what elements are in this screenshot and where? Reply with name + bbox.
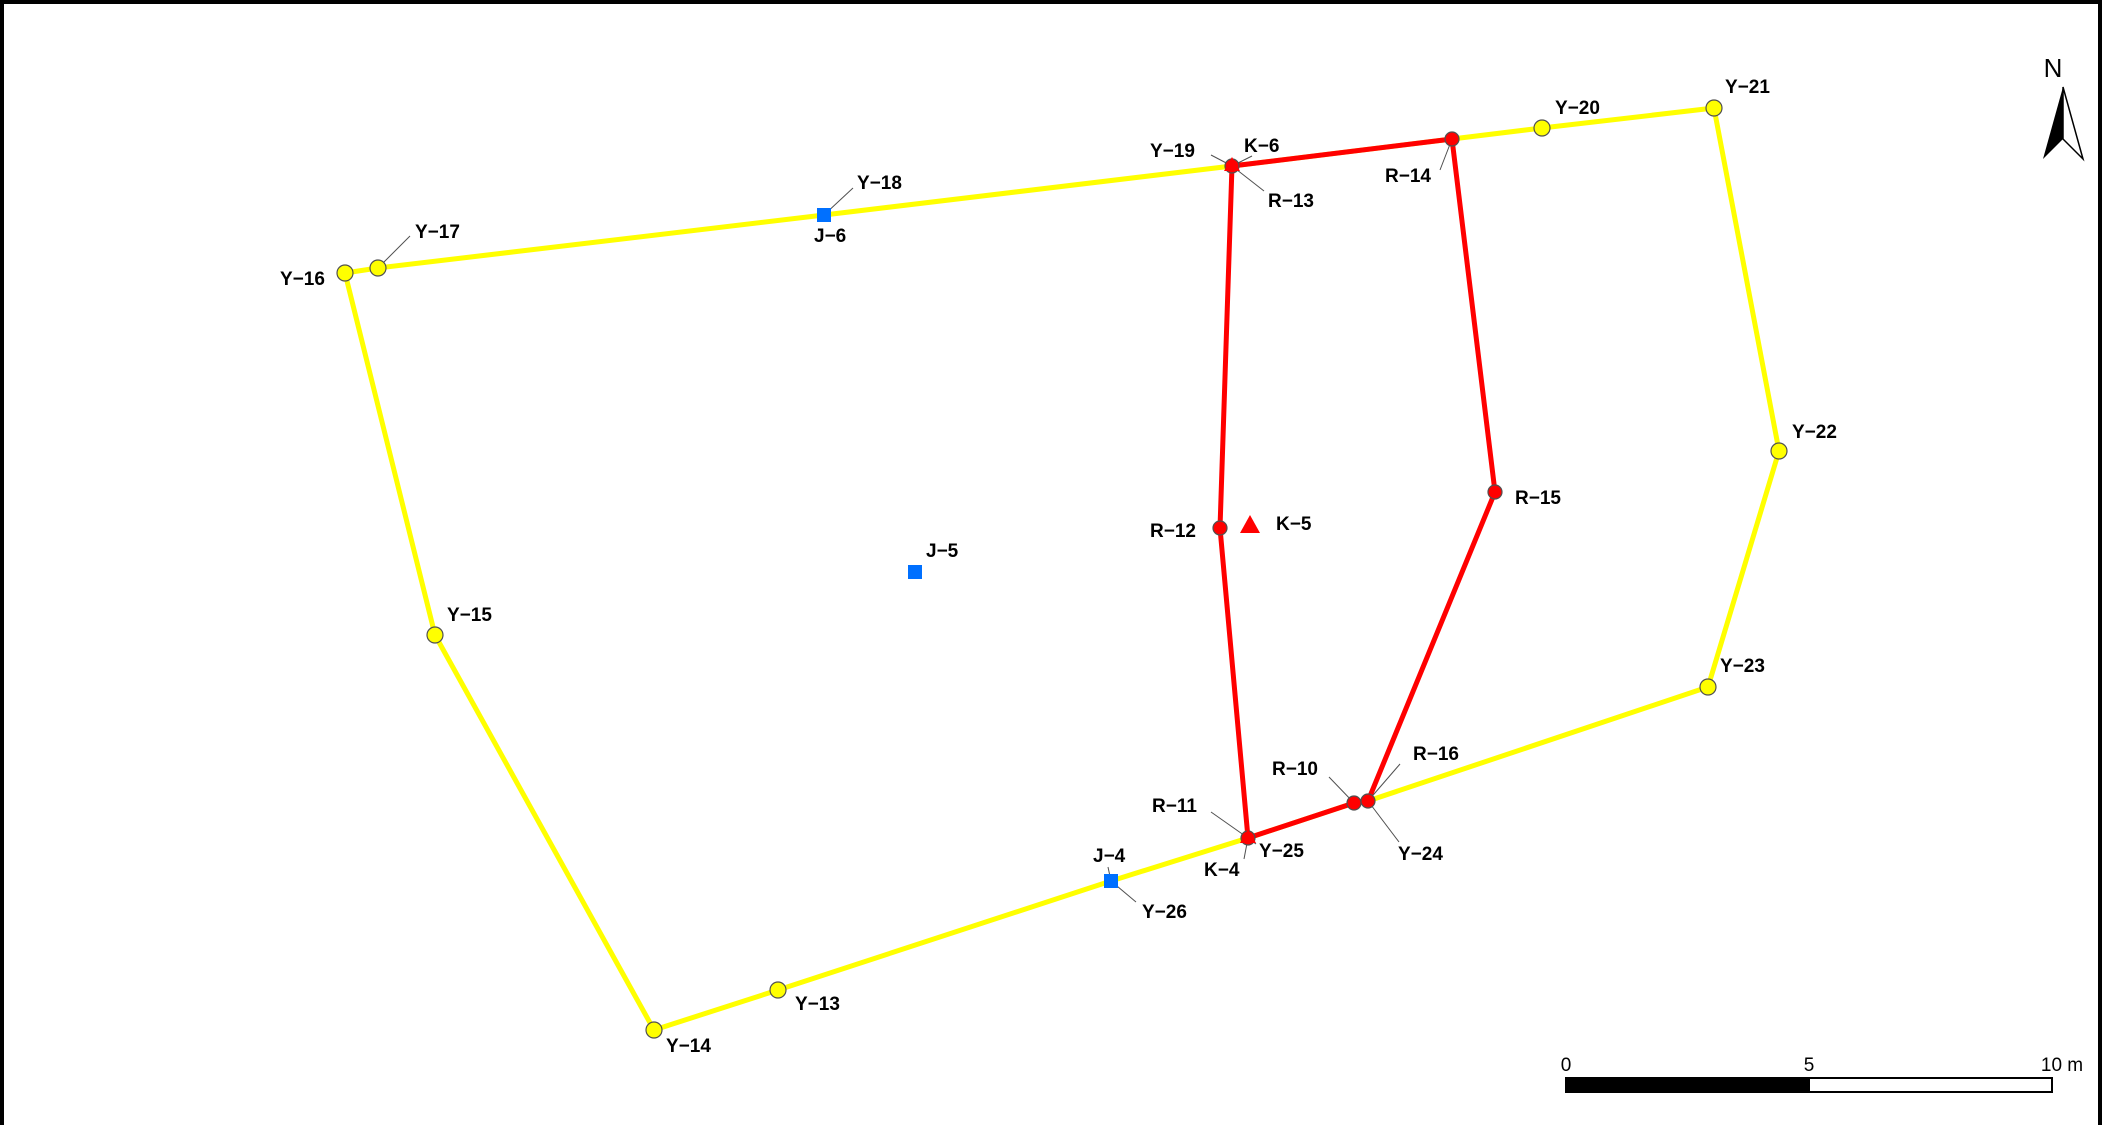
label-r16: R−16 bbox=[1413, 744, 1459, 765]
survey-map: Y−17 Y−16 Y−18 J−6 Y−19 K−6 R−13 R−14 Y−… bbox=[280, 53, 2085, 1093]
label-r14: R−14 bbox=[1385, 166, 1431, 187]
point-r14[interactable] bbox=[1444, 131, 1460, 147]
scale-tick-10: 10 m bbox=[2041, 1055, 2083, 1076]
label-y15: Y−15 bbox=[447, 605, 492, 626]
label-r15: R−15 bbox=[1515, 488, 1561, 509]
benchmark-k5-icon[interactable] bbox=[1240, 515, 1260, 533]
control-j5-icon[interactable] bbox=[908, 565, 922, 579]
label-k5: K−5 bbox=[1276, 514, 1312, 535]
scale-bar-black-segment bbox=[1565, 1077, 1810, 1093]
control-j6-icon[interactable] bbox=[817, 208, 831, 222]
scale-bar: 0 5 10 m bbox=[1561, 1055, 2083, 1093]
site-polygon bbox=[1217, 136, 1498, 841]
benchmark-k6-icon[interactable] bbox=[1224, 157, 1240, 171]
control-j4-icon[interactable] bbox=[1104, 874, 1118, 888]
label-y16: Y−16 bbox=[280, 269, 325, 290]
point-y20[interactable] bbox=[1533, 119, 1551, 137]
point-y13[interactable] bbox=[769, 981, 787, 999]
point-y17[interactable] bbox=[369, 259, 387, 277]
point-labels: Y−17 Y−16 Y−18 J−6 Y−19 K−6 R−13 R−14 Y−… bbox=[280, 77, 1837, 1057]
label-y13: Y−13 bbox=[795, 994, 840, 1015]
yellow-points bbox=[336, 99, 1788, 1039]
label-r10: R−10 bbox=[1272, 759, 1318, 780]
label-y17: Y−17 bbox=[415, 222, 460, 243]
point-y21[interactable] bbox=[1705, 99, 1723, 117]
label-r12: R−12 bbox=[1150, 521, 1196, 542]
label-y22: Y−22 bbox=[1792, 422, 1837, 443]
label-k4: K−4 bbox=[1204, 860, 1240, 881]
red-points bbox=[1212, 131, 1503, 846]
label-r11: R−11 bbox=[1152, 796, 1197, 817]
scale-bar-white-segment bbox=[1808, 1077, 2053, 1093]
label-y21: Y−21 bbox=[1725, 77, 1770, 98]
benchmark-points bbox=[1224, 157, 1260, 843]
label-j5: J−5 bbox=[926, 541, 959, 562]
scale-tick-0: 0 bbox=[1561, 1055, 1572, 1076]
benchmark-k4-icon[interactable] bbox=[1240, 829, 1256, 843]
point-r15[interactable] bbox=[1487, 484, 1503, 500]
label-k6: K−6 bbox=[1244, 136, 1279, 157]
label-y23: Y−23 bbox=[1720, 656, 1765, 677]
label-y18: Y−18 bbox=[857, 173, 902, 194]
control-points bbox=[817, 208, 1118, 888]
label-j4: J−4 bbox=[1093, 846, 1126, 867]
point-r12[interactable] bbox=[1212, 520, 1228, 536]
point-r10[interactable] bbox=[1346, 795, 1362, 811]
boundary-polygon bbox=[342, 105, 1782, 1033]
north-arrow: N bbox=[2043, 53, 2085, 162]
label-y20: Y−20 bbox=[1555, 98, 1600, 119]
label-y19: Y−19 bbox=[1150, 141, 1195, 162]
label-y14: Y−14 bbox=[666, 1036, 711, 1057]
point-y22[interactable] bbox=[1770, 442, 1788, 460]
label-r13: R−13 bbox=[1268, 191, 1314, 212]
north-label: N bbox=[2044, 53, 2063, 83]
label-y25: Y−25 bbox=[1259, 841, 1304, 862]
point-y23[interactable] bbox=[1699, 678, 1717, 696]
scale-tick-5: 5 bbox=[1804, 1055, 1815, 1076]
label-y26: Y−26 bbox=[1142, 902, 1187, 923]
point-y14[interactable] bbox=[645, 1021, 663, 1039]
label-y24: Y−24 bbox=[1398, 844, 1443, 865]
point-r16[interactable] bbox=[1360, 793, 1376, 809]
point-y15[interactable] bbox=[426, 626, 444, 644]
north-arrow-icon bbox=[2043, 86, 2085, 162]
point-y16[interactable] bbox=[336, 264, 354, 282]
label-j6: J−6 bbox=[814, 226, 846, 247]
